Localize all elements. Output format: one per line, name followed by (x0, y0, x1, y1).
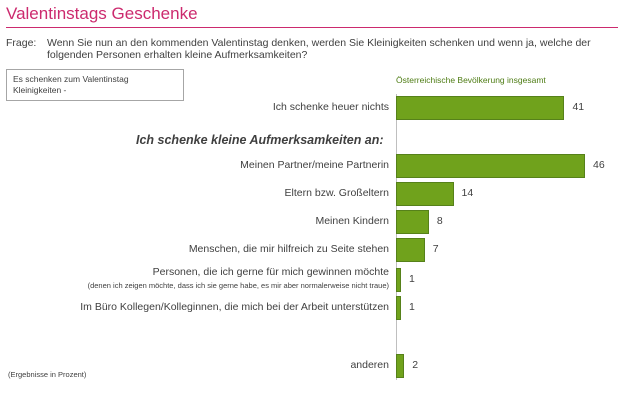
value-label: 2 (412, 359, 419, 371)
category-label: Im Büro Kollegen/Kolleginnen, die mich b… (80, 301, 389, 313)
section-heading: Ich schenke kleine Aufmerksamkeiten an: (136, 133, 384, 147)
category-label: Personen, die ich gerne für mich gewinne… (152, 266, 389, 278)
value-label: 46 (593, 159, 605, 171)
bar (396, 296, 401, 320)
category-label: Ich schenke heuer nichts (272, 101, 389, 113)
footnote: (Ergebnisse in Prozent) (8, 370, 87, 379)
chart-title: Valentinstags Geschenke (6, 4, 198, 23)
value-label: 41 (572, 101, 585, 113)
value-label: 14 (461, 187, 474, 199)
category-label: Menschen, die mir hilfreich zu Seite ste… (188, 243, 389, 255)
category-label: Meinen Partner/meine Partnerin (240, 159, 389, 171)
value-label: 1 (409, 273, 415, 285)
category-sublabel: (denen ich zeigen möchte, dass ich sie g… (87, 281, 389, 290)
category-label: anderen (350, 359, 389, 371)
value-label: 8 (436, 215, 443, 227)
category-label: Eltern bzw. Großeltern (284, 187, 389, 199)
question-text: Wenn Sie nun an den kommenden Valentinst… (47, 37, 591, 61)
bar (396, 268, 401, 292)
bar (396, 154, 585, 178)
value-label: 1 (409, 301, 415, 313)
category-label: Meinen Kindern (315, 215, 389, 227)
bar (396, 96, 565, 120)
bar (396, 210, 429, 234)
respondent-note-box: Es schenken zum Valentinstag Kleinigkeit… (6, 69, 184, 101)
bar (396, 182, 454, 206)
bar (396, 238, 425, 262)
value-label: 7 (432, 243, 439, 255)
bar (396, 354, 405, 378)
title-divider (6, 27, 618, 28)
bar-axis-line (396, 94, 397, 380)
question-label: Frage: (6, 37, 37, 49)
column-header: Österreichische Bevölkerung insgesamt (396, 75, 546, 85)
